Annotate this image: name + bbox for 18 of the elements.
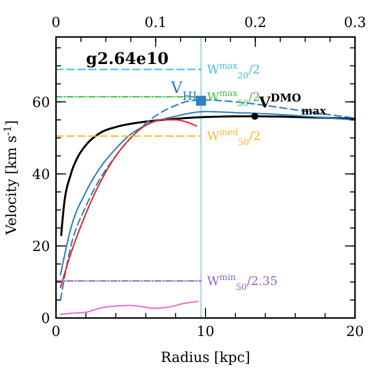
x-tick-label: 20 — [346, 324, 364, 340]
x2-tick-label: 0.2 — [244, 15, 266, 31]
x2-tick-label: 0.3 — [344, 15, 366, 31]
y-tick-label: 60 — [32, 94, 50, 111]
x-tick-label: 0 — [52, 324, 60, 340]
x-axis-title: Radius [kpc] — [160, 350, 250, 366]
annotation: g2.64e10 — [86, 49, 169, 68]
y-tick-label: 40 — [32, 166, 50, 183]
x2-tick-label: 0 — [52, 15, 60, 31]
line-series — [60, 119, 198, 288]
x2-tick-label: 0.1 — [144, 15, 167, 31]
y-tick-label: 20 — [32, 238, 50, 255]
series-label: W$^{med}$$_{50}$/2 — [207, 128, 261, 148]
series-label: W$^{max}$$_{20}$/2 — [207, 61, 260, 82]
line-series — [60, 300, 199, 316]
x-tick-label: 10 — [196, 324, 214, 340]
y-tick-label: 0 — [41, 311, 50, 327]
series-label: W$^{min}$$_{50}$/2.35 — [207, 272, 278, 293]
